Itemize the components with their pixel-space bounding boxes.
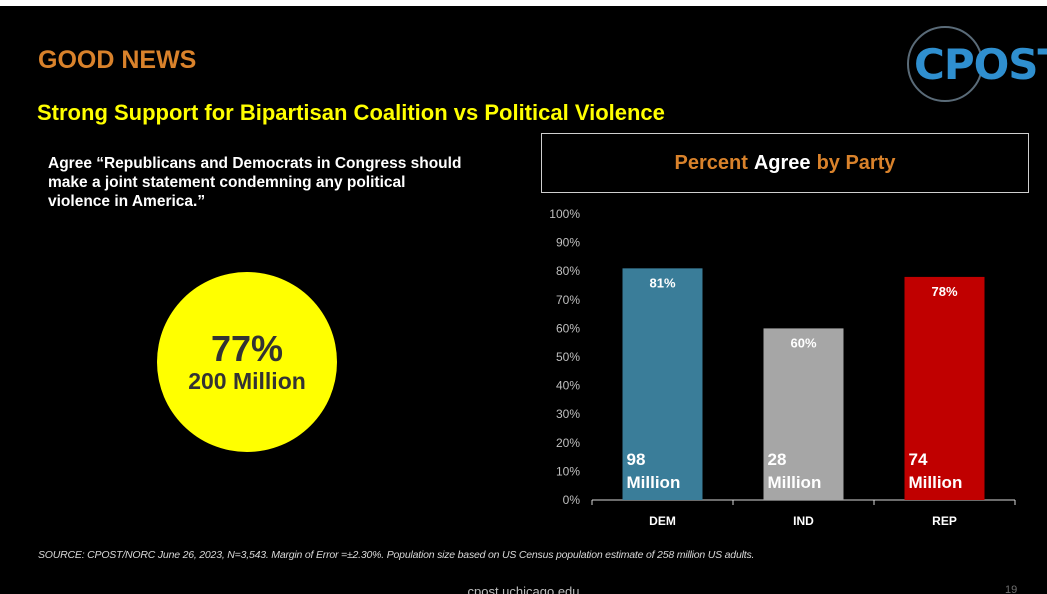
page-number: 19 <box>1005 584 1018 594</box>
y-tick-label: 40% <box>556 379 580 393</box>
y-tick-label: 60% <box>556 321 580 335</box>
slide-subheading: Strong Support for Bipartisan Coalition … <box>37 100 665 125</box>
y-tick-label: 100% <box>549 207 580 221</box>
source-note: SOURCE: CPOST/NORC June 26, 2023, N=3,54… <box>38 549 755 561</box>
bar-value-label: 60% <box>790 335 816 350</box>
bar-dem <box>622 268 703 500</box>
overall-result-circle: 77% 200 Million <box>157 272 337 452</box>
survey-question: Agree “Republicans and Democrats in Cong… <box>48 155 462 210</box>
y-tick-label: 80% <box>556 264 580 278</box>
bar-population-number: 98 <box>627 450 646 469</box>
x-category-label: REP <box>932 514 957 528</box>
bar-chart: 0% 10% 20% 30% 40% 50% 60% 70% 80% 90% 100% 81% 98 Mi… <box>549 207 1016 528</box>
logo-text: CPOST <box>914 40 1047 89</box>
slide-heading: GOOD NEWS <box>38 46 197 74</box>
chart-title: Percent Agree by Party <box>541 133 1029 193</box>
bar-value-label: 78% <box>931 284 957 299</box>
y-tick-label: 30% <box>556 407 580 421</box>
bar-population-number: 74 <box>909 450 928 469</box>
bar-population-unit: Million <box>909 473 963 492</box>
y-tick-label: 0% <box>563 493 581 507</box>
cpost-logo: CPOST <box>907 26 1047 106</box>
bar-ind <box>763 328 844 500</box>
chart-title-percent: Percent <box>674 151 748 174</box>
slide: GOOD NEWS Strong Support for Bipartisan … <box>0 6 1047 594</box>
bar-rep <box>904 276 985 500</box>
y-tick-label: 10% <box>556 464 580 478</box>
chart-title-by-party: by Party <box>816 151 896 174</box>
footer-url: cpost.uchicago.edu <box>467 584 580 594</box>
overall-people: 200 Million <box>188 367 306 394</box>
bar-value-label: 81% <box>649 275 675 290</box>
y-tick-label: 90% <box>556 236 580 250</box>
bar-population-unit: Million <box>627 473 681 492</box>
logo-ring <box>907 26 983 102</box>
y-tick-label: 70% <box>556 293 580 307</box>
chart-title-agree: Agree <box>753 151 811 174</box>
y-tick-label: 20% <box>556 436 580 450</box>
overall-percent: 77% <box>210 327 284 369</box>
x-category-label: DEM <box>649 514 676 528</box>
x-category-label: IND <box>793 514 814 528</box>
bar-population-number: 28 <box>768 450 787 469</box>
y-tick-label: 50% <box>556 350 580 364</box>
bar-population-unit: Million <box>768 473 822 492</box>
